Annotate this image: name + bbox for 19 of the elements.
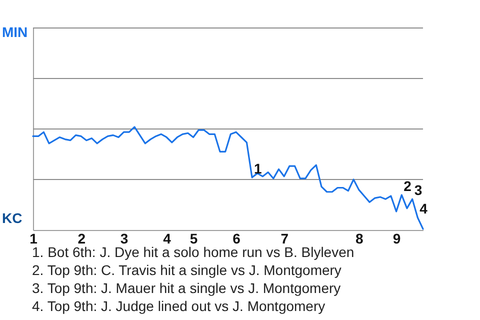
x-tick-label: 5 xyxy=(190,230,198,246)
x-tick-label: 9 xyxy=(392,230,401,246)
text: 4. Top 9th: J. Judge lined out vs J. Montgomery xyxy=(32,297,326,315)
text: KC xyxy=(2,210,22,226)
annotation: 2 xyxy=(404,178,412,194)
x-tick-label: 7 xyxy=(280,230,289,246)
text: 3. Top 9th: J. Mauer hit a single vs J. Montgomery xyxy=(32,279,342,297)
x-tick-label: 1 xyxy=(30,230,38,246)
text: 2. Top 9th: C. Travis hit a single vs J. Montgomery xyxy=(32,261,342,279)
x-tick-label: 4 xyxy=(163,230,172,246)
x-tick-label: 6 xyxy=(232,230,241,246)
x-tick-label: 3 xyxy=(120,230,128,246)
annotation: 1 xyxy=(254,160,262,176)
annotation: 3 xyxy=(414,182,422,198)
text: MIN xyxy=(2,24,28,40)
annotation: 4 xyxy=(420,200,428,217)
text: 1. Bot 6th: J. Dye hit a solo home run vs B. Blyleven xyxy=(32,244,354,261)
x-tick-label: 8 xyxy=(355,230,364,246)
x-tick-label: 2 xyxy=(78,230,86,246)
